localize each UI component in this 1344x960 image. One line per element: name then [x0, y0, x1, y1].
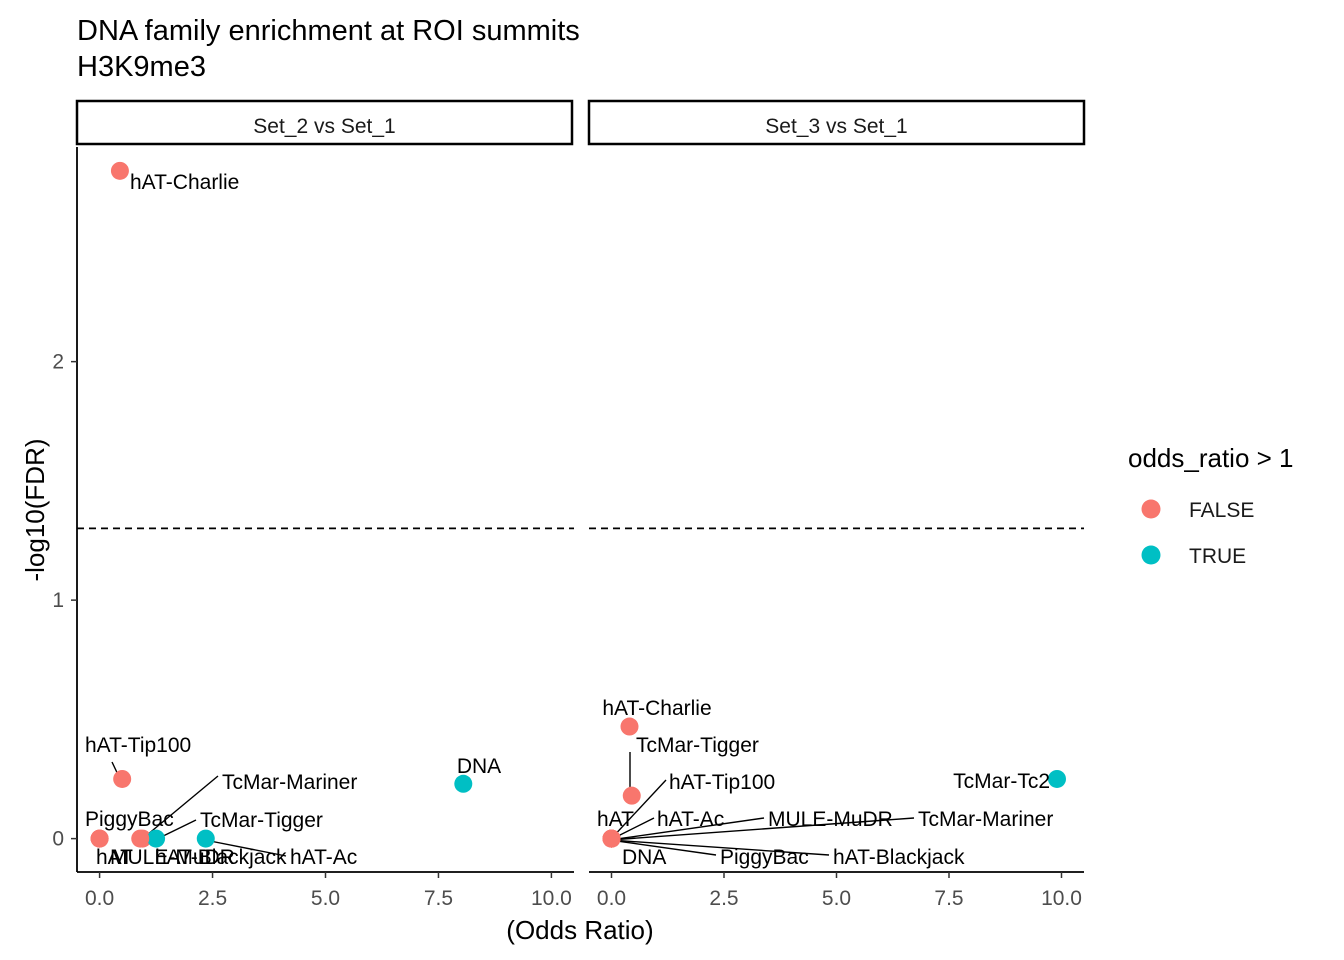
- y-axis-title: -log10(FDR): [20, 438, 50, 581]
- x-tick-label: 7.5: [424, 887, 453, 910]
- facet-strip-box: [587, 99, 1086, 146]
- legend-marker-true: [1141, 545, 1161, 565]
- label-connector-line: [609, 817, 765, 841]
- data-point: [620, 717, 639, 736]
- legend-label-true: TRUE: [1189, 545, 1246, 568]
- point-label: hAT: [597, 808, 634, 831]
- data-point: [454, 774, 473, 793]
- y-tick-label: 0: [52, 828, 64, 851]
- chart-subtitle: H3K9me3: [77, 51, 206, 83]
- point-label: DNA: [457, 755, 501, 778]
- y-axis: 0 1 2: [52, 351, 77, 851]
- legend-title: odds_ratio > 1: [1128, 443, 1294, 473]
- x-tick-label: 7.5: [934, 887, 963, 910]
- x-tick-label: 2.5: [198, 887, 227, 910]
- point-label: MULE-MuDR: [110, 846, 235, 869]
- x-tick-label: 10.0: [531, 887, 572, 910]
- y-tick-label: 2: [52, 351, 64, 374]
- point-label: hAT-Blackjack: [155, 846, 287, 869]
- point-label: TcMar-Tigger: [200, 809, 323, 832]
- x-tick-label: 10.0: [1041, 887, 1082, 910]
- point-label: TcMar-Tigger: [636, 734, 759, 757]
- point-label: DNA: [622, 846, 666, 869]
- label-connector-line: [609, 839, 717, 856]
- data-point: [1048, 769, 1066, 788]
- x-tick-label: 5.0: [822, 887, 851, 910]
- point-label: PiggyBac: [85, 808, 174, 831]
- data-point: [147, 829, 166, 848]
- x-tick-label: 0.0: [85, 887, 114, 910]
- facet-strip-box: [75, 99, 574, 146]
- point-label: TcMar-Tc2: [953, 770, 1050, 793]
- data-point: [602, 829, 621, 848]
- panel-set2-vs-set1: 0.0 2.5 5.0 7.5 10.0 hAT-Charlie hAT-Tip100 Pig…: [76, 147, 574, 910]
- facet-strip-left: Set_2 vs Set_1: [75, 99, 574, 146]
- x-tick-label: 5.0: [311, 887, 340, 910]
- label-connector-line: [609, 817, 915, 841]
- point-label: hAT-Charlie: [602, 697, 711, 720]
- point-label: hAT-Charlie: [130, 171, 239, 194]
- point-label: PiggyBac: [720, 846, 809, 869]
- legend: odds_ratio > 1 FALSE TRUE: [1128, 443, 1294, 568]
- x-axis-title: (Odds Ratio): [506, 915, 653, 945]
- legend-marker-false: [1141, 499, 1161, 519]
- y-tick-label: 1: [52, 589, 64, 612]
- point-label: hAT-Tip100: [669, 771, 775, 794]
- label-connector-line: [609, 779, 667, 841]
- data-point: [196, 829, 215, 848]
- chart-title: DNA family enrichment at ROI summits: [77, 15, 580, 47]
- panel-set3-vs-set1: 0.0 2.5 5.0 7.5 10.0 hAT-Charlie TcMar-Tigger h…: [589, 527, 1084, 910]
- x-tick-label: 0.0: [597, 887, 626, 910]
- data-point: [113, 769, 132, 788]
- point-label: TcMar-Mariner: [918, 808, 1053, 831]
- facet-strip-label: Set_3 vs Set_1: [765, 115, 907, 138]
- facet-strip-right: Set_3 vs Set_1: [587, 99, 1086, 146]
- data-point: [131, 829, 150, 848]
- data-point: [90, 829, 109, 848]
- x-tick-label: 2.5: [709, 887, 738, 910]
- point-label: hAT-Ac: [290, 846, 357, 869]
- point-label: hAT-Ac: [657, 808, 724, 831]
- facet-strip-label: Set_2 vs Set_1: [253, 115, 395, 138]
- legend-label-false: FALSE: [1189, 499, 1254, 522]
- point-label: TcMar-Mariner: [222, 771, 357, 794]
- point-label: hAT-Tip100: [85, 734, 191, 757]
- point-label: MULE-MuDR: [768, 808, 893, 831]
- label-connector-line: [140, 775, 219, 841]
- data-point: [110, 161, 129, 180]
- point-label: hAT-Blackjack: [833, 846, 965, 869]
- point-label: hAT: [96, 846, 133, 869]
- data-point: [622, 786, 641, 805]
- label-connector-line: [204, 839, 287, 857]
- label-connector-line: [609, 839, 830, 856]
